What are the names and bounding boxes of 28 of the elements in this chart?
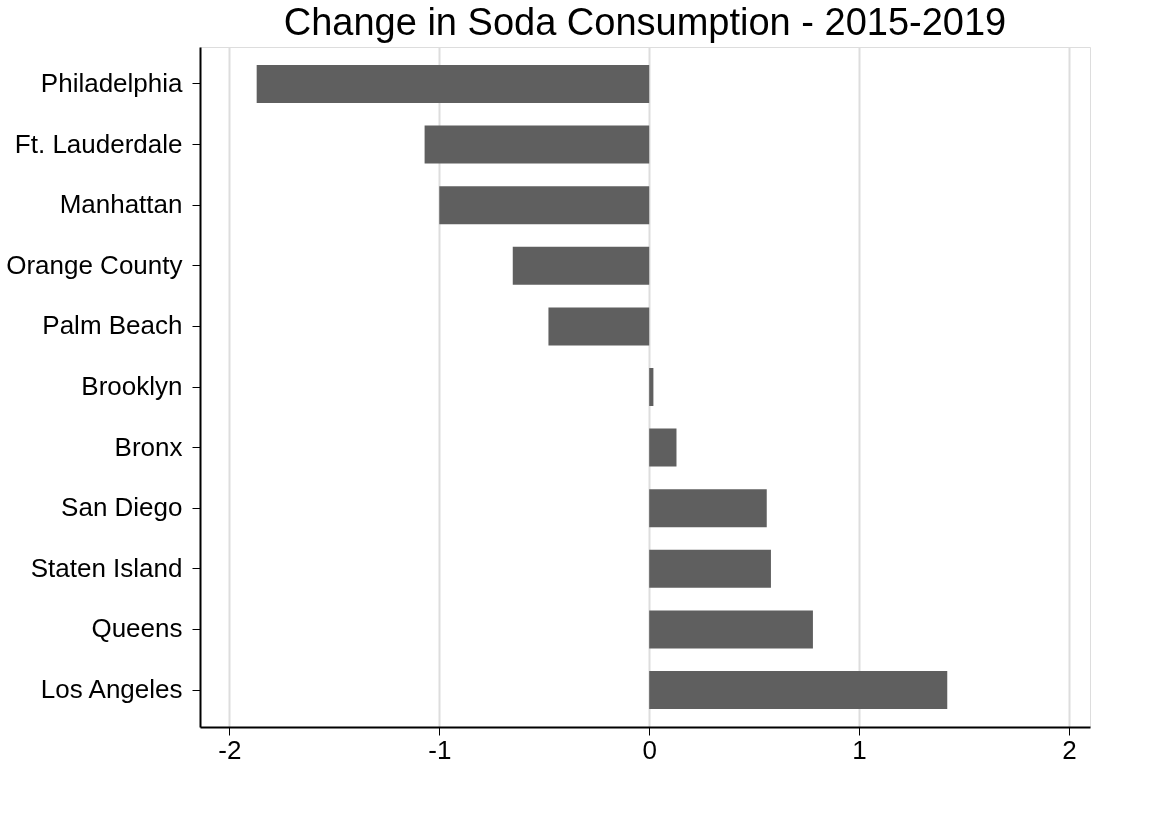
y-tick-label: Palm Beach xyxy=(42,310,183,341)
y-tick-label: Staten Island xyxy=(30,552,183,583)
bar xyxy=(256,64,650,103)
x-tick-label: 2 xyxy=(1062,734,1077,765)
bar xyxy=(649,549,771,588)
x-tick-label: -2 xyxy=(218,734,242,765)
y-tick-label: Los Angeles xyxy=(40,674,183,705)
bar xyxy=(439,186,650,225)
bar xyxy=(649,489,767,528)
x-tick-label: 1 xyxy=(852,734,867,765)
bar xyxy=(649,428,677,467)
bar xyxy=(649,671,948,710)
y-tick-label: Queens xyxy=(91,613,183,644)
y-tick-label: Philadelphia xyxy=(40,67,184,98)
y-tick-label: Ft. Lauderdale xyxy=(14,128,183,159)
y-tick-label: Orange County xyxy=(6,249,183,280)
y-tick-label: Bronx xyxy=(114,431,183,462)
chart-title: Change in Soda Consumption - 2015-2019 xyxy=(283,1,1007,43)
y-tick-label: San Diego xyxy=(61,492,183,523)
bar xyxy=(649,368,654,406)
y-tick-label: Manhattan xyxy=(59,189,183,220)
bar xyxy=(512,246,650,285)
x-tick-label: 0 xyxy=(642,734,657,765)
y-tick-label: Brooklyn xyxy=(81,371,183,401)
bar xyxy=(424,125,650,164)
bar xyxy=(548,307,650,346)
x-tick-label: -1 xyxy=(428,734,452,765)
bar xyxy=(649,610,813,649)
